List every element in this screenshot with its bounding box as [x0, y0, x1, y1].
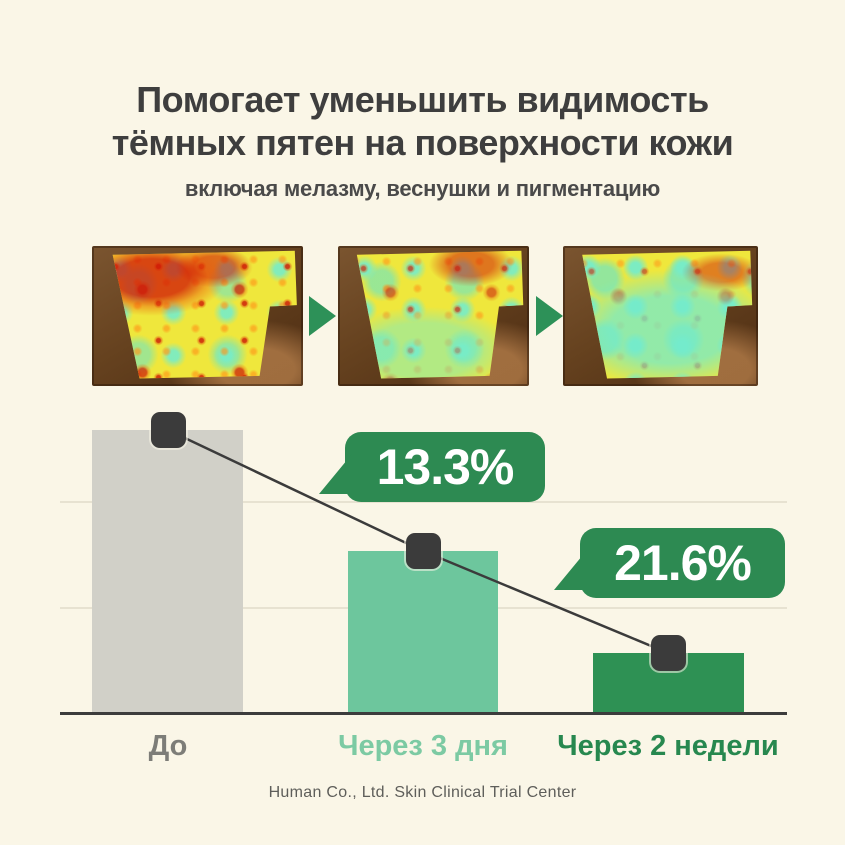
data-point-marker: [405, 533, 441, 569]
data-point-marker: [150, 412, 186, 448]
page-title: Помогает уменьшить видимость тёмных пяте…: [0, 78, 845, 164]
heatmap-overlay: [112, 250, 297, 379]
category-label-after-3-days: Через 3 дня: [338, 730, 508, 762]
data-point-marker: [650, 635, 686, 671]
title-line-2: тёмных пятен на поверхности кожи: [111, 122, 734, 163]
skin-heatmap-after-2-weeks-image: [563, 246, 758, 386]
callout-label: 13.3%: [376, 439, 515, 495]
skin-heatmap-before-image: [92, 246, 303, 386]
bar-after-3-days: [348, 551, 498, 712]
arrow-right-icon: [536, 296, 563, 336]
title-line-1: Помогает уменьшить видимость: [136, 79, 709, 120]
heatmap-overlay: [356, 250, 524, 379]
callout-21-percent: 21.6%: [580, 528, 785, 598]
x-axis: [60, 712, 787, 715]
category-label-before: До: [148, 730, 188, 762]
category-label-after-2-weeks: Через 2 недели: [557, 730, 779, 762]
bar-before: [92, 430, 243, 712]
callout-label: 21.6%: [614, 535, 752, 591]
page-subtitle: включая мелазму, веснушки и пигментацию: [184, 176, 661, 201]
skin-heatmap-after-3-days-image: [338, 246, 529, 386]
source-credit: Human Co., Ltd. Skin Clinical Trial Cent…: [268, 784, 577, 801]
callout-13-percent: 13.3%: [345, 432, 545, 502]
heatmap-overlay: [582, 250, 753, 379]
arrow-right-icon: [309, 296, 336, 336]
